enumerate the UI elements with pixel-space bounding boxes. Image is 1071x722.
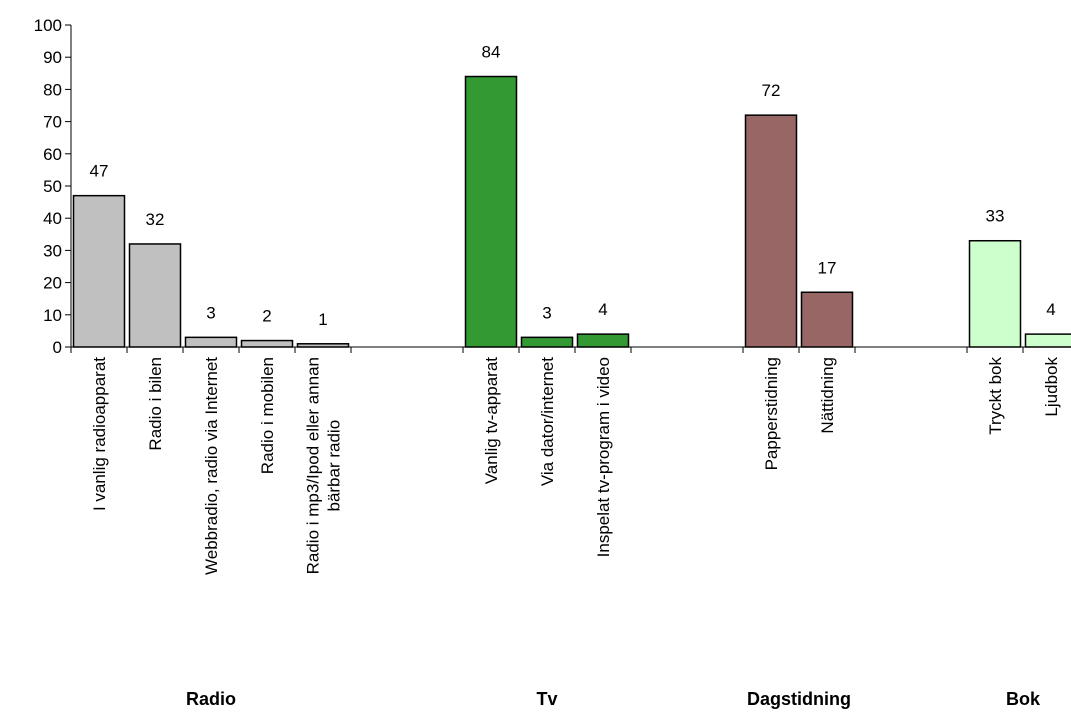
x-tick-label: Via dator/internet bbox=[538, 357, 557, 486]
x-tick-label-line: Webbradio, radio via Internet bbox=[202, 357, 221, 575]
bar-2-0 bbox=[744, 114, 798, 348]
group-label: Radio bbox=[186, 689, 236, 709]
x-tick-label: I vanlig radioapparat bbox=[90, 357, 109, 511]
x-tick-label: Radio i bilen bbox=[146, 357, 165, 451]
x-tick-label-line: Papperstidning bbox=[762, 357, 781, 470]
x-tick-label: Radio i mobilen bbox=[258, 357, 277, 474]
y-tick-label: 70 bbox=[43, 113, 62, 132]
data-label: 4 bbox=[1046, 300, 1055, 319]
y-tick-label: 50 bbox=[43, 177, 62, 196]
y-tick-label: 90 bbox=[43, 48, 62, 67]
data-label: 32 bbox=[146, 210, 165, 229]
x-tick-label-line: I vanlig radioapparat bbox=[90, 357, 109, 511]
x-tick-label: Webbradio, radio via Internet bbox=[202, 357, 221, 575]
x-tick-label: Nättidning bbox=[818, 357, 837, 434]
x-tick-label-line: Tryckt bok bbox=[986, 357, 1005, 435]
y-tick-label: 20 bbox=[43, 274, 62, 293]
x-tick-label: Vanlig tv-apparat bbox=[482, 357, 501, 485]
x-tick-label-line: Nättidning bbox=[818, 357, 837, 434]
x-tick-label: Inspelat tv-program i video bbox=[594, 357, 613, 557]
data-label: 4 bbox=[598, 300, 607, 319]
bar-0-1 bbox=[128, 243, 182, 348]
x-tick-label: Papperstidning bbox=[762, 357, 781, 470]
data-label: 3 bbox=[542, 303, 551, 322]
x-tick-label-line: Radio i mp3/Ipod eller annan bbox=[304, 357, 323, 574]
bar-0-2 bbox=[184, 336, 238, 348]
bar-3-0 bbox=[968, 239, 1022, 348]
x-tick-label-line: Via dator/internet bbox=[538, 357, 557, 486]
y-axis: 0 10 20 30 40 50 60 70 80 90 100 bbox=[34, 16, 72, 357]
data-label: 2 bbox=[262, 307, 271, 326]
data-label: 47 bbox=[90, 162, 109, 181]
x-tick-label: Tryckt bok bbox=[986, 357, 1005, 435]
bar-1-0 bbox=[464, 75, 518, 348]
group-labels: RadioTvDagstidningBokTex-tv bbox=[186, 689, 1041, 709]
y-tick-label: 30 bbox=[43, 241, 62, 260]
bar-0-3 bbox=[240, 339, 294, 348]
y-tick-label: 0 bbox=[53, 338, 62, 357]
y-tick-label: 60 bbox=[43, 145, 62, 164]
y-tick-label: 10 bbox=[43, 306, 62, 325]
bar-0-0 bbox=[72, 194, 126, 348]
y-tick-label: 80 bbox=[43, 80, 62, 99]
data-label: 17 bbox=[818, 258, 837, 277]
bars: 473232184347217334251 bbox=[72, 43, 1071, 348]
x-tick-label-line: Radio i mobilen bbox=[258, 357, 277, 474]
x-tick-label: Radio i mp3/Ipod eller annan bärbar radio bbox=[304, 357, 344, 574]
x-tick-label-line: Ljudbok bbox=[1042, 357, 1061, 417]
data-label: 33 bbox=[986, 207, 1005, 226]
bar-1-2 bbox=[576, 333, 630, 348]
group-label: Dagstidning bbox=[747, 689, 851, 709]
data-label: 3 bbox=[206, 303, 215, 322]
bar-3-1 bbox=[1024, 333, 1071, 348]
bar-1-1 bbox=[520, 336, 574, 348]
y-tick-label: 100 bbox=[34, 16, 62, 35]
x-tick-label-line: bärbar radio bbox=[325, 420, 344, 512]
data-label: 84 bbox=[482, 43, 501, 62]
y-tick-label: 40 bbox=[43, 209, 62, 228]
group-label: Bok bbox=[1006, 689, 1041, 709]
data-label: 72 bbox=[762, 81, 781, 100]
x-tick-label-line: Inspelat tv-program i video bbox=[594, 357, 613, 557]
data-label: 1 bbox=[318, 310, 327, 329]
x-tick-label-line: Vanlig tv-apparat bbox=[482, 357, 501, 485]
x-tick-label-line: Radio i bilen bbox=[146, 357, 165, 451]
x-axis: I vanlig radioapparat Radio i bilen Webbra… bbox=[70, 346, 1071, 575]
x-tick-label: Ljudbok bbox=[1042, 357, 1061, 417]
bar-2-1 bbox=[800, 291, 854, 348]
group-label: Tv bbox=[536, 689, 557, 709]
